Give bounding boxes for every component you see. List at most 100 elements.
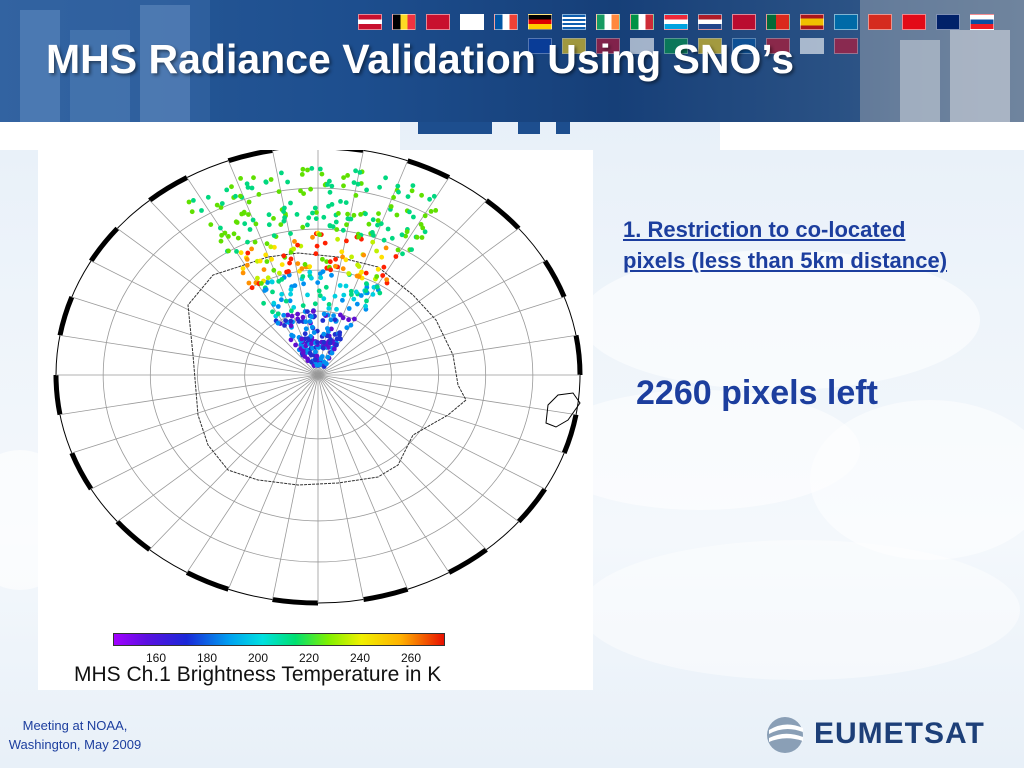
observation-pixel xyxy=(279,170,284,176)
colorbar-tick: 160 xyxy=(145,651,167,665)
observation-pixel xyxy=(363,303,368,309)
meridian-line xyxy=(317,296,565,376)
observation-pixel xyxy=(299,266,305,271)
observation-pixel xyxy=(332,317,338,323)
observation-pixel xyxy=(245,250,251,256)
observation-pixel xyxy=(249,185,255,191)
observation-pixel xyxy=(233,193,238,199)
observation-pixel xyxy=(391,195,396,200)
colorbar xyxy=(113,633,445,646)
observation-pixel xyxy=(348,216,354,222)
observation-pixel xyxy=(340,227,346,233)
observation-pixel xyxy=(241,209,247,215)
observation-pixel xyxy=(363,211,368,217)
observation-pixel xyxy=(400,251,405,257)
eumetsat-logo-icon xyxy=(767,717,803,753)
observation-pixel xyxy=(381,237,387,243)
observation-pixel xyxy=(388,204,394,209)
observation-pixel xyxy=(312,357,318,363)
observation-pixel xyxy=(344,222,349,228)
observation-pixel xyxy=(321,214,327,220)
observation-pixel xyxy=(310,234,315,240)
country-flag-icon xyxy=(698,38,722,54)
observation-pixel xyxy=(264,241,270,247)
observation-pixel xyxy=(288,318,294,324)
observation-pixel xyxy=(276,278,282,284)
observation-pixel xyxy=(361,252,367,258)
observation-pixel xyxy=(394,212,400,218)
observation-pixel xyxy=(295,311,300,317)
observation-pixel xyxy=(312,301,318,307)
observation-pixel xyxy=(189,209,195,215)
observation-pixel xyxy=(329,350,335,356)
country-flag-icon xyxy=(834,14,858,30)
observation-pixel xyxy=(352,316,357,322)
observation-pixel xyxy=(321,339,327,345)
observation-pixel xyxy=(351,212,357,218)
observation-pixel xyxy=(285,312,291,318)
observation-pixel xyxy=(405,194,411,200)
observation-pixel xyxy=(291,305,297,310)
observation-pixel xyxy=(261,300,266,306)
country-flag-icon xyxy=(392,14,416,30)
observation-pixel xyxy=(218,238,224,244)
observation-pixel xyxy=(300,303,306,308)
country-flag-icon xyxy=(732,14,756,30)
observation-pixel xyxy=(364,298,369,304)
observation-pixel xyxy=(419,235,425,240)
observation-pixel xyxy=(219,201,225,206)
observation-pixel xyxy=(337,332,342,338)
observation-pixel xyxy=(333,263,338,269)
observation-pixel xyxy=(320,256,325,262)
observation-pixel xyxy=(321,331,327,337)
observation-pixel xyxy=(316,288,322,294)
observation-pixel xyxy=(299,336,305,342)
observation-pixel xyxy=(422,213,428,219)
observation-pixel xyxy=(292,239,297,244)
observation-pixel xyxy=(281,209,286,215)
observation-pixel xyxy=(270,289,275,295)
observation-pixel xyxy=(226,248,231,254)
country-flag-icon xyxy=(698,14,722,30)
observation-pixel xyxy=(255,275,260,281)
observation-pixel xyxy=(343,200,349,206)
observation-pixel xyxy=(293,342,298,348)
observation-pixel xyxy=(305,167,310,173)
observation-pixel xyxy=(393,254,399,259)
observation-pixel xyxy=(302,262,308,267)
observation-pixel xyxy=(268,177,274,182)
observation-pixel xyxy=(271,216,276,221)
observation-pixel xyxy=(305,222,310,228)
observation-pixel xyxy=(272,244,277,250)
observation-pixel xyxy=(338,199,343,204)
observation-pixel xyxy=(275,304,281,309)
observation-pixel xyxy=(374,274,380,279)
observation-pixel xyxy=(249,285,255,291)
observation-pixel xyxy=(348,322,354,328)
observation-pixel xyxy=(233,219,239,225)
observation-pixel xyxy=(334,342,339,348)
meridian-line xyxy=(317,228,519,376)
country-flag-icon xyxy=(426,14,450,30)
observation-pixel xyxy=(249,246,254,252)
observation-pixel xyxy=(375,218,381,223)
observation-pixel xyxy=(271,233,277,239)
footer-line: Meeting at NOAA, xyxy=(22,718,128,733)
observation-pixel xyxy=(285,179,290,185)
observation-pixel xyxy=(279,291,285,297)
observation-pixel xyxy=(269,279,275,284)
observation-pixel xyxy=(245,239,250,245)
observation-pixel xyxy=(354,301,360,307)
observation-pixel xyxy=(218,205,224,210)
observation-pixel xyxy=(245,185,251,190)
observation-pixel xyxy=(295,242,300,248)
meridian-line xyxy=(317,374,519,522)
observation-pixel xyxy=(414,234,420,240)
observation-pixel xyxy=(314,353,320,359)
observation-pixel xyxy=(283,298,289,304)
observation-pixel xyxy=(309,314,314,320)
observation-pixel xyxy=(191,198,196,203)
country-flag-icon xyxy=(834,38,858,54)
meridian-line xyxy=(149,200,319,376)
observation-pixel xyxy=(327,178,332,184)
